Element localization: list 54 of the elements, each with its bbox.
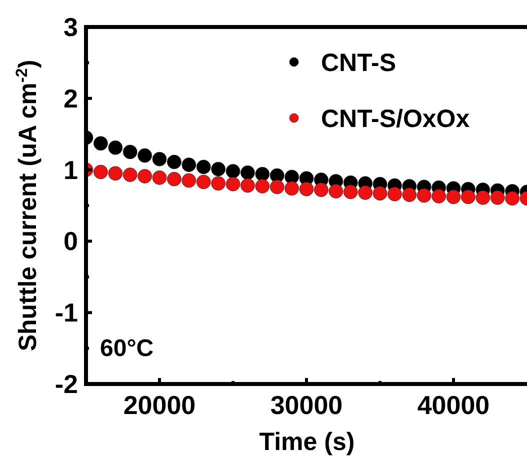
annotation: 60°C	[100, 335, 154, 362]
point	[446, 190, 461, 204]
point	[461, 190, 476, 204]
point	[372, 186, 388, 201]
point	[284, 181, 299, 196]
y-tick-label: 2	[64, 83, 78, 114]
x-tick-label: 40000	[417, 390, 490, 420]
point	[108, 166, 123, 181]
point	[182, 173, 196, 188]
point	[94, 136, 108, 151]
point	[388, 186, 402, 202]
point	[328, 184, 344, 198]
point	[402, 188, 417, 202]
point	[152, 170, 167, 185]
point	[94, 164, 108, 180]
point	[152, 152, 167, 166]
point	[226, 164, 240, 178]
point	[211, 176, 226, 191]
point	[299, 182, 314, 196]
point	[255, 179, 270, 194]
point	[490, 190, 505, 205]
point	[432, 189, 446, 204]
y-tick-label: 3	[64, 12, 78, 42]
point	[314, 182, 328, 197]
point	[226, 176, 240, 192]
y-tick-label: 1	[64, 154, 78, 185]
point	[122, 168, 138, 182]
point	[167, 172, 182, 186]
point	[182, 158, 196, 172]
point	[196, 174, 211, 190]
point	[196, 160, 211, 174]
y-tick-label: -2	[54, 369, 78, 399]
point	[416, 188, 432, 203]
x-tick-label: 30000	[270, 390, 343, 420]
point	[240, 165, 255, 180]
point	[255, 166, 270, 182]
point	[138, 148, 152, 163]
point	[167, 154, 182, 170]
y-tick-label: 0	[64, 226, 78, 256]
x-axis-title: Time (s)	[259, 428, 355, 456]
point	[270, 180, 284, 194]
point	[505, 191, 520, 206]
point	[240, 178, 255, 193]
point	[211, 162, 226, 176]
point	[343, 184, 358, 200]
point	[122, 144, 138, 160]
y-tick-label: -1	[54, 298, 78, 328]
x-tick-label: 20000	[123, 390, 196, 420]
point	[108, 140, 123, 155]
point	[476, 190, 490, 205]
point	[138, 169, 152, 184]
point	[358, 185, 372, 200]
legend-label: CNT-S	[321, 49, 396, 77]
legend-label: CNT-S/OxOx	[321, 105, 470, 133]
